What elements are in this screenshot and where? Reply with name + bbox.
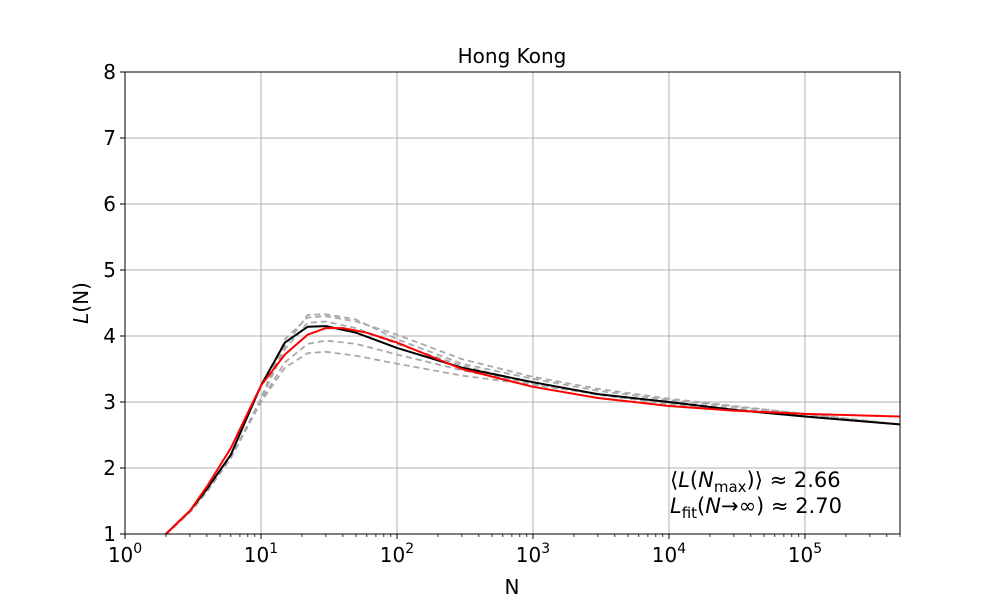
y-tick-label: 4 xyxy=(103,324,116,348)
x-tick-label: 103 xyxy=(516,541,550,567)
y-axis-label-arg: (N) xyxy=(69,282,93,313)
dashed-series-line-2 xyxy=(165,320,901,535)
x-axis-label: N xyxy=(505,575,520,599)
y-tick-label: 2 xyxy=(103,456,116,480)
x-tick-label: 104 xyxy=(652,541,686,567)
x-tick-label: 100 xyxy=(108,541,142,567)
y-tick-label: 6 xyxy=(103,192,116,216)
series-layer xyxy=(165,313,901,535)
chart-title: Hong Kong xyxy=(458,44,567,68)
y-tick-label: 7 xyxy=(103,126,116,150)
y-axis-label: L(N) xyxy=(69,282,93,324)
y-tick-label: 8 xyxy=(103,60,116,84)
annotation-lfit: Lfit(N→∞) ≈ 2.70 xyxy=(670,494,842,522)
y-tick-label: 1 xyxy=(103,522,116,546)
grid xyxy=(124,71,900,535)
dashed-series-line-4 xyxy=(165,350,901,535)
y-axis-label-var: L xyxy=(69,313,93,324)
x-tick-label: 101 xyxy=(244,541,278,567)
x-tick-label: 102 xyxy=(380,541,414,567)
y-tick-label: 3 xyxy=(103,390,116,414)
plot-frame xyxy=(124,71,901,535)
ticks: 1 2 3 4 5 6 7 8 100 101 102 103 104 105 xyxy=(103,60,901,567)
dashed-series-line-1 xyxy=(165,315,901,535)
x-tick-label: 105 xyxy=(788,541,822,567)
solid-series-line-5 xyxy=(165,325,901,535)
annotation-mean-lmax: ⟨L(Nmax)⟩ ≈ 2.66 xyxy=(670,468,841,496)
y-tick-label: 5 xyxy=(103,258,116,282)
dashed-series-line-0 xyxy=(165,313,901,535)
solid-series-line-6 xyxy=(165,327,901,535)
